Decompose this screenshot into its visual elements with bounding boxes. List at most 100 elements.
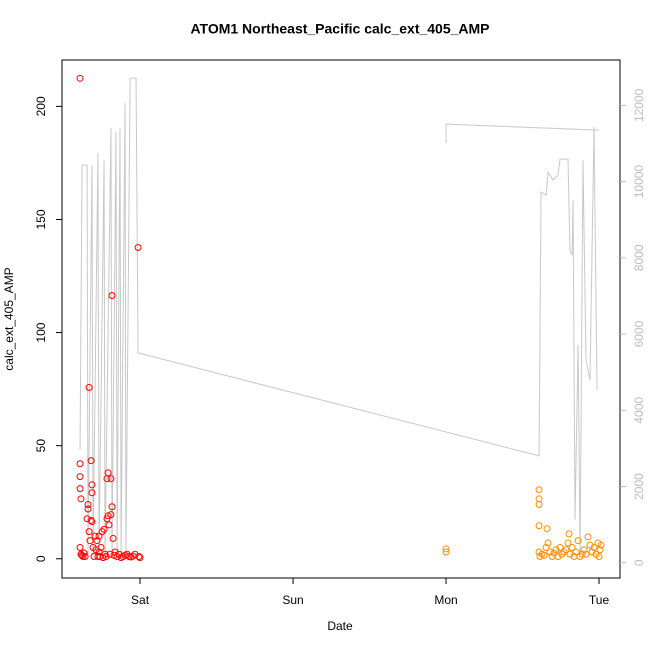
point bbox=[87, 516, 95, 524]
y2-tick-label: 8000 bbox=[632, 244, 646, 271]
point bbox=[580, 546, 588, 554]
y-tick-label: 0 bbox=[34, 555, 48, 562]
point bbox=[97, 543, 105, 551]
y2-tick-label: 2000 bbox=[632, 473, 646, 500]
point bbox=[99, 554, 107, 562]
point bbox=[102, 553, 110, 561]
point bbox=[586, 541, 594, 549]
point bbox=[87, 457, 95, 465]
y-axis-label: calc_ext_405_AMP bbox=[2, 267, 16, 370]
y2-tick-label: 6000 bbox=[632, 320, 646, 347]
point bbox=[108, 503, 116, 511]
point bbox=[88, 489, 96, 497]
point bbox=[558, 550, 566, 558]
point bbox=[88, 481, 96, 489]
point bbox=[93, 537, 101, 545]
y2-tick-label: 4000 bbox=[632, 397, 646, 424]
point bbox=[136, 554, 144, 562]
point bbox=[109, 534, 117, 542]
point bbox=[76, 485, 84, 493]
point bbox=[535, 500, 543, 508]
x-tick-label: Tue bbox=[589, 593, 610, 607]
point bbox=[597, 541, 605, 549]
point bbox=[88, 518, 96, 526]
point bbox=[134, 244, 142, 252]
point bbox=[107, 511, 115, 519]
plot-frame bbox=[61, 59, 621, 579]
point bbox=[95, 548, 103, 556]
point bbox=[595, 553, 603, 561]
x-tick-label: Sun bbox=[282, 593, 303, 607]
point bbox=[76, 473, 84, 481]
point bbox=[110, 551, 118, 559]
point bbox=[91, 532, 99, 540]
point bbox=[107, 475, 115, 483]
point bbox=[576, 553, 584, 561]
point bbox=[550, 549, 558, 557]
chart-title: ATOM1 Northeast_Pacific calc_ext_405_AMP bbox=[190, 21, 489, 37]
point bbox=[552, 546, 560, 554]
point bbox=[86, 537, 94, 545]
point bbox=[578, 550, 586, 558]
point bbox=[584, 533, 592, 541]
point bbox=[78, 551, 86, 559]
point bbox=[562, 546, 570, 554]
point bbox=[544, 539, 552, 547]
point bbox=[566, 550, 574, 558]
point bbox=[135, 553, 143, 561]
point bbox=[77, 495, 85, 503]
point bbox=[111, 548, 119, 556]
point bbox=[76, 74, 84, 82]
point bbox=[131, 550, 139, 558]
point bbox=[543, 525, 551, 533]
point bbox=[546, 548, 554, 556]
point bbox=[103, 515, 111, 523]
point bbox=[540, 551, 548, 559]
point bbox=[76, 460, 84, 468]
y-tick-label: 150 bbox=[34, 209, 48, 229]
point bbox=[98, 528, 106, 536]
point bbox=[554, 553, 562, 561]
point bbox=[535, 486, 543, 494]
point bbox=[104, 469, 112, 477]
point bbox=[76, 543, 84, 551]
point bbox=[81, 553, 89, 561]
point bbox=[556, 543, 564, 551]
point bbox=[596, 546, 604, 554]
point bbox=[77, 550, 85, 558]
x-tick-label: Sat bbox=[131, 593, 150, 607]
point bbox=[100, 525, 108, 533]
point bbox=[588, 548, 596, 556]
point bbox=[85, 528, 93, 536]
point bbox=[535, 522, 543, 530]
point bbox=[94, 553, 102, 561]
point bbox=[79, 553, 87, 561]
point bbox=[108, 291, 116, 299]
point bbox=[582, 550, 590, 558]
point bbox=[536, 553, 544, 561]
point bbox=[84, 505, 92, 513]
point bbox=[105, 521, 113, 529]
line-series bbox=[79, 77, 600, 555]
y-tick-label: 50 bbox=[34, 439, 48, 453]
point bbox=[568, 543, 576, 551]
y-tick-label: 200 bbox=[34, 96, 48, 116]
point bbox=[560, 548, 568, 556]
point bbox=[572, 548, 580, 556]
y-tick-label: 100 bbox=[34, 322, 48, 342]
point bbox=[442, 548, 450, 556]
y2-tick-label: 12000 bbox=[632, 88, 646, 122]
y2-axis: 0 2000 4000 6000 8000 10000 12000 bbox=[620, 88, 646, 566]
point bbox=[590, 543, 598, 551]
point bbox=[442, 545, 450, 553]
y2-tick-label: 10000 bbox=[632, 165, 646, 199]
point bbox=[85, 384, 93, 392]
point bbox=[80, 549, 88, 557]
x-axis-label: Date bbox=[327, 619, 353, 633]
x-tick-label: Mon bbox=[434, 593, 457, 607]
point bbox=[565, 530, 573, 538]
y2-tick-label: 0 bbox=[632, 559, 646, 566]
point bbox=[535, 495, 543, 503]
